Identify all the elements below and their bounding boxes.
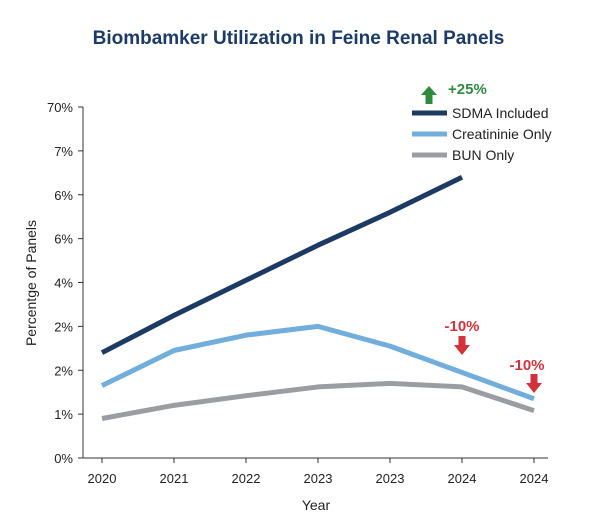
arrow-down-icon	[526, 374, 542, 393]
x-tick-label: 2022	[232, 471, 261, 486]
y-tick-label: 70%	[47, 100, 73, 115]
annotation-label: -10%	[509, 357, 544, 374]
x-tick-label: 2023	[376, 471, 405, 486]
annotation-label: +25%	[448, 81, 487, 98]
arrow-down-icon	[454, 336, 470, 355]
legend-label: BUN Only	[452, 147, 514, 163]
series-line-sdma-included	[100, 174, 464, 355]
annotations: +25% -10% -10%	[421, 81, 545, 393]
series-lines	[100, 174, 535, 421]
y-tick-label: 6%	[54, 232, 73, 247]
x-tick-label: 2020	[88, 471, 117, 486]
series-line-bun-only	[101, 380, 535, 421]
x-tick-label: 2021	[160, 471, 189, 486]
chart-title: Biombamker Utilization in Feine Renal Pa…	[92, 28, 505, 49]
y-tick-label: 2%	[54, 363, 73, 378]
arrow-up-icon	[421, 86, 437, 104]
annotation-label: -10%	[444, 318, 479, 335]
x-axis-label: Year	[302, 497, 331, 513]
x-ticks: 2020 2021 2022 2023 2023 2024 2024	[88, 458, 549, 486]
legend-label: Creatininie Only	[452, 126, 552, 142]
y-tick-label: 7%	[54, 144, 73, 159]
y-ticks: 0% 1% 2% 2% 4% 6% 6% 7% 70%	[47, 100, 83, 466]
y-axis-label: Percentge of Panels	[23, 220, 39, 346]
series-line-creatininie-only	[100, 323, 535, 402]
x-tick-label: 2024	[448, 471, 477, 486]
legend-label: SDMA Included	[452, 105, 549, 121]
y-tick-label: 4%	[54, 276, 73, 291]
y-tick-label: 2%	[54, 319, 73, 334]
x-tick-label: 2023	[304, 471, 333, 486]
y-tick-label: 1%	[54, 407, 73, 422]
legend: SDMA Included Creatininie Only BUN Only	[412, 105, 552, 163]
y-tick-label: 0%	[54, 451, 73, 466]
y-tick-label: 6%	[54, 188, 73, 203]
x-tick-label: 2024	[520, 471, 549, 486]
